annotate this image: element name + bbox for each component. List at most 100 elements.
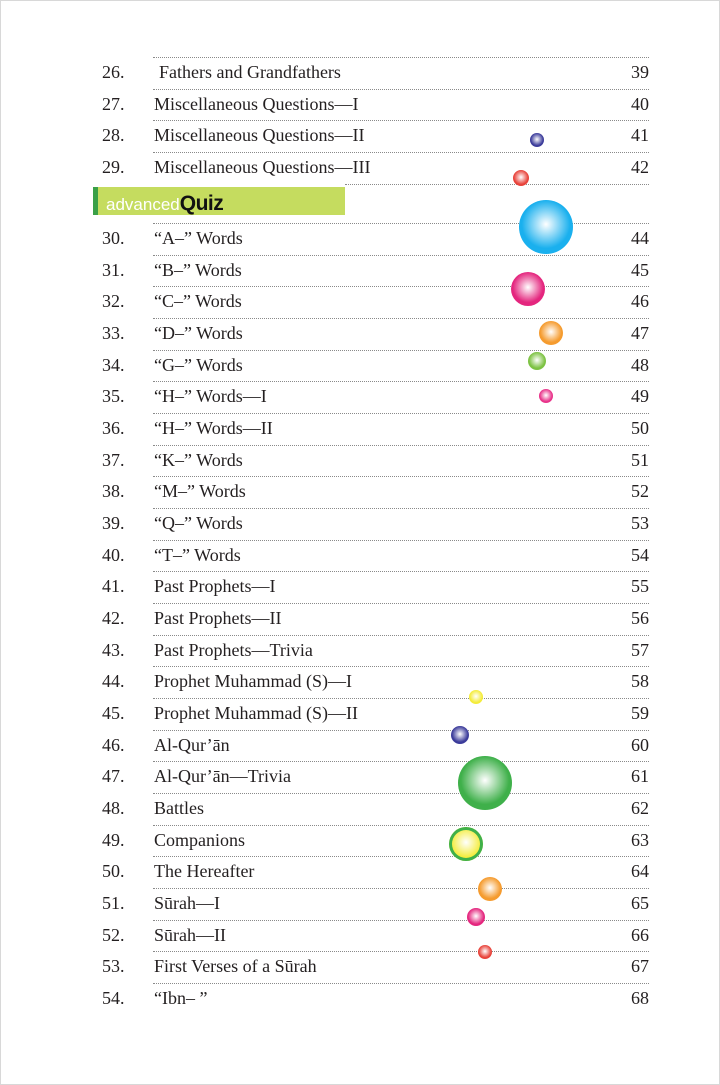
entry-title: “B–” Words [154, 259, 242, 280]
entry-title: Miscellaneous Questions—III [154, 157, 371, 177]
entry-title: Al-Qur’ān—Trivia [154, 766, 291, 787]
entry-number: 26. [102, 62, 125, 82]
toc-entry[interactable]: 52. Sūrah—II 66 [1, 920, 719, 951]
dotted-rule [153, 919, 649, 921]
dotted-rule [153, 120, 649, 122]
toc-entry[interactable]: 48. Battles 62 [1, 793, 719, 824]
entry-number: 38. [102, 481, 125, 502]
entry-title: Past Prophets—Trivia [154, 639, 313, 660]
dotted-rule [153, 729, 649, 731]
toc-entry[interactable]: 49. Companions 63 [1, 825, 719, 856]
entry-page: 51 [631, 449, 649, 470]
toc-entry[interactable]: 43. Past Prophets—Trivia 57 [1, 635, 719, 666]
toc-entry[interactable]: 50. The Hereafter 64 [1, 856, 719, 887]
dotted-rule [153, 223, 649, 224]
bubble-decoration [451, 726, 469, 744]
dotted-rule [153, 571, 649, 573]
bubble-decoration [528, 352, 546, 370]
entry-number: 35. [102, 386, 125, 407]
toc-entry[interactable]: 41. Past Prophets—I 55 [1, 571, 719, 602]
entry-number: 33. [102, 323, 125, 343]
entry-title: Past Prophets—II [154, 608, 282, 629]
entry-title: Past Prophets—I [154, 576, 276, 597]
dotted-rule [153, 888, 649, 890]
entry-page: 50 [631, 418, 649, 439]
entry-title: Prophet Muhammad (S)—II [154, 703, 358, 724]
entry-title: “D–” Words [154, 323, 243, 343]
toc-entry[interactable]: 33. “D–” Words 47 [1, 318, 719, 349]
entry-page: 60 [631, 734, 649, 755]
toc-entry[interactable]: 47. Al-Qur’ān—Trivia 61 [1, 761, 719, 792]
heading-prefix: advanced [106, 195, 180, 214]
entry-number: 51. [102, 893, 125, 914]
dotted-rule [153, 476, 649, 478]
entry-title: First Verses of a Sūrah [154, 956, 317, 977]
entry-title: “A–” Words [154, 228, 243, 248]
toc-entry[interactable]: 39. “Q–” Words 53 [1, 508, 719, 539]
dotted-rule [345, 184, 649, 185]
toc-entry[interactable]: 42. Past Prophets—II 56 [1, 603, 719, 634]
dotted-rule [153, 349, 649, 351]
toc-entry[interactable]: 51. Sūrah—I 65 [1, 888, 719, 919]
dotted-rule [153, 413, 649, 415]
entry-number: 53. [102, 956, 125, 977]
toc-entry[interactable]: 36. “H–” Words—II 50 [1, 413, 719, 444]
entry-page: 58 [631, 671, 649, 692]
entry-number: 42. [102, 608, 125, 629]
entry-page: 66 [631, 924, 649, 945]
entry-page: 64 [631, 861, 649, 882]
toc-entry[interactable]: 32. “C–” Words 46 [1, 286, 719, 317]
toc-entry[interactable]: 34. “G–” Words 48 [1, 350, 719, 381]
entry-title: “G–” Words [154, 354, 243, 375]
toc-entry[interactable]: 45. Prophet Muhammad (S)—II 59 [1, 698, 719, 729]
dotted-rule [153, 286, 649, 288]
dotted-rule [153, 254, 649, 256]
entry-title: “Q–” Words [154, 513, 243, 534]
toc-entry[interactable]: 46. Al-Qur’ān 60 [1, 730, 719, 761]
dotted-rule [153, 508, 649, 510]
toc-entry[interactable]: 29. Miscellaneous Questions—III 42 [1, 152, 719, 183]
entry-number: 50. [102, 861, 125, 882]
toc-entry[interactable]: 31. “B–” Words 45 [1, 255, 719, 286]
toc-entry[interactable]: 30. “A–” Words 44 [1, 223, 719, 254]
bubble-decoration [539, 389, 553, 403]
toc-entry[interactable]: 35. “H–” Words—I 49 [1, 381, 719, 412]
bubble-decoration [478, 877, 502, 901]
entry-page: 53 [631, 513, 649, 534]
entry-number: 37. [102, 449, 125, 470]
entry-page: 59 [631, 703, 649, 724]
toc-entry[interactable]: 26. Fathers and Grandfathers 39 [1, 57, 719, 88]
toc-entry[interactable]: 37. “K–” Words 51 [1, 445, 719, 476]
dotted-rule [153, 634, 649, 636]
entry-title: Battles [154, 798, 204, 819]
entry-page: 63 [631, 829, 649, 850]
entry-title: Miscellaneous Questions—I [154, 93, 359, 114]
entry-title: Fathers and Grandfathers [159, 62, 341, 82]
entry-title: Al-Qur’ān [154, 734, 230, 755]
entry-number: 32. [102, 291, 125, 312]
toc-entry[interactable]: 28. Miscellaneous Questions—II 41 [1, 120, 719, 151]
dotted-rule [153, 381, 649, 383]
entry-title: “K–” Words [154, 449, 243, 470]
toc-entry[interactable]: 44. Prophet Muhammad (S)—I 58 [1, 666, 719, 697]
entry-number: 54. [102, 988, 125, 1009]
toc-entry[interactable]: 54. “Ibn– ” 68 [1, 983, 719, 1014]
section-heading-advanced-quiz: advancedQuiz [93, 187, 345, 215]
entry-number: 45. [102, 703, 125, 724]
entry-title: Companions [154, 829, 246, 850]
bubble-decoration [530, 133, 544, 147]
toc-entry[interactable]: 27. Miscellaneous Questions—I 40 [1, 89, 719, 120]
entry-title: “T–” Words [154, 544, 241, 565]
entry-title: “C–” Words [154, 291, 242, 312]
dotted-rule [153, 793, 649, 795]
toc-entry[interactable]: 53. First Verses of a Sūrah 67 [1, 951, 719, 982]
entry-page: 42 [631, 157, 649, 177]
bubble-decoration [513, 170, 529, 186]
entry-number: 36. [102, 418, 125, 439]
bubble-decoration [458, 756, 512, 810]
entry-number: 41. [102, 576, 125, 597]
toc-entry[interactable]: 40. “T–” Words 54 [1, 540, 719, 571]
toc-entry[interactable]: 38. “M–” Words 52 [1, 476, 719, 507]
entry-title: Sūrah—I [154, 893, 220, 914]
entry-title: “Ibn– ” [154, 988, 208, 1009]
